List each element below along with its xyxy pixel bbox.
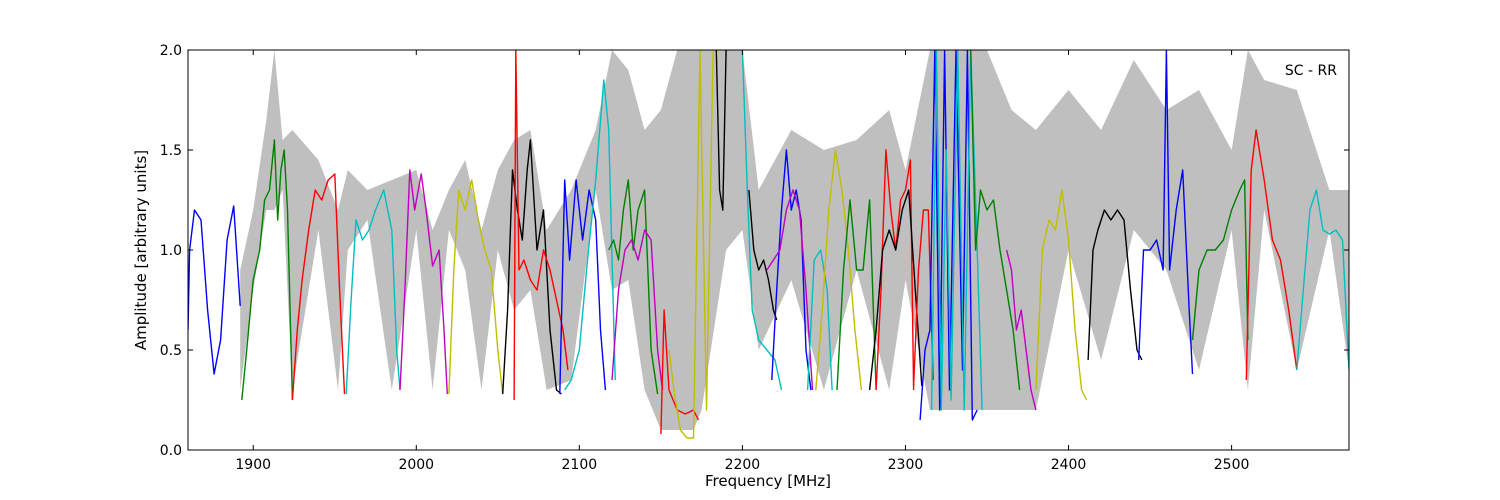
series-line-25: [912, 209, 934, 387]
series-line-14: [668, 50, 714, 439]
series-line-32: [1138, 50, 1194, 375]
series-line-15: [715, 50, 727, 211]
series-line-19: [766, 189, 814, 391]
series-line-33: [1191, 179, 1249, 341]
series-line-6: [448, 179, 504, 395]
x-tick-label: 1900: [235, 457, 271, 473]
x-tick-label: 2500: [1214, 457, 1250, 473]
y-axis-title: Amplitude [arbitrary units]: [132, 150, 150, 350]
series-line-18: [771, 149, 812, 391]
tick-layer: 1900 2000 2100 2200 2300 2400 2500 0.0 0.5 1.0 1.5…: [160, 43, 1349, 473]
series-line-29: [1005, 249, 1037, 411]
series-line-21: [815, 149, 863, 391]
series-line-27: [930, 50, 983, 411]
x-tick-label: 2400: [1051, 457, 1087, 473]
series-line-22: [836, 199, 877, 391]
y-tick-label: 0.5: [160, 343, 182, 359]
series-line-8: [513, 50, 569, 401]
series-line-20: [806, 249, 833, 391]
x-axis-title: Frequency [MHz]: [705, 472, 831, 490]
series-line-1: [188, 205, 241, 375]
series-layer: [188, 50, 1349, 439]
series-line-2: [241, 139, 294, 401]
x-tick-label: 2100: [562, 457, 598, 473]
y-tick-label: 1.5: [160, 143, 182, 159]
series-line-3: [291, 173, 346, 401]
y-tick-label: 2.0: [160, 43, 182, 59]
x-tick-label: 2200: [725, 457, 761, 473]
series-line-16: [741, 50, 783, 391]
series-line-5: [399, 169, 448, 395]
series-line-17: [748, 189, 778, 321]
series-line-34: [1245, 129, 1298, 381]
x-tick-label: 2300: [888, 457, 924, 473]
series-line-28: [970, 50, 1021, 391]
series-line-4: [345, 189, 401, 395]
series-line-9: [559, 179, 607, 395]
series-line-35: [1296, 189, 1349, 371]
y-tick-label: 1.0: [160, 243, 182, 259]
annotation-label: SC - RR: [1285, 63, 1337, 79]
series-line-11: [608, 179, 659, 395]
series-line-12: [611, 229, 664, 391]
series-line-31: [1087, 209, 1143, 361]
series-line-10: [564, 79, 616, 391]
series-line-30: [1035, 189, 1088, 401]
series-line-7: [502, 139, 562, 395]
x-tick-label: 2000: [398, 457, 434, 473]
y-tick-label: 0.0: [160, 443, 182, 459]
series-line-24: [868, 189, 923, 391]
